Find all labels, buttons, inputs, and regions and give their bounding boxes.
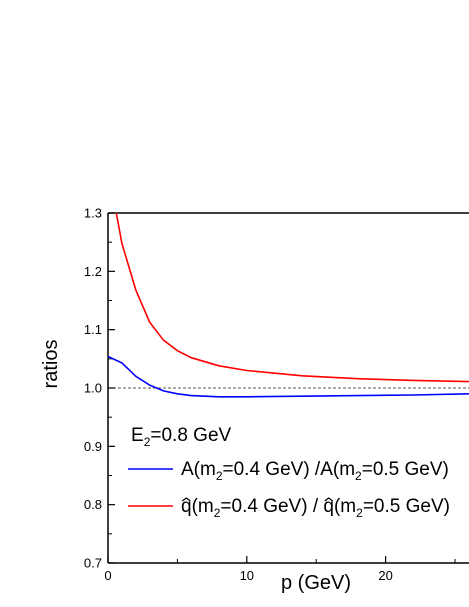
- series-line-blue: [107, 355, 469, 398]
- hat-accent: [181, 497, 191, 502]
- y-tick-label: 0.9: [84, 439, 102, 454]
- y-axis-title: ratios: [40, 340, 62, 389]
- x-tick-label: 0: [104, 568, 111, 583]
- y-tick-label: 1.3: [84, 206, 102, 221]
- legend-label-red: q(m2=0.4 GeV) / q(m2=0.5 GeV): [181, 496, 450, 520]
- series-lines: [107, 212, 469, 398]
- y-tick-label: 1.2: [84, 264, 102, 279]
- x-tick-label: 10: [240, 568, 254, 583]
- y-tick-label: 0.8: [84, 497, 102, 512]
- legend-label-blue: A(m2=0.4 GeV) /A(m2=0.5 GeV): [181, 459, 449, 483]
- y-tick-label: 0.7: [84, 556, 102, 571]
- x-axis-title: p (GeV): [281, 572, 351, 594]
- axes: 0.7 0.8 0.9 1.0 1.1 1.2 1.3 0 10 20: [84, 206, 469, 583]
- annotation-e2: E2=0.8 GeV: [131, 425, 232, 449]
- x-tick-label: 20: [378, 568, 392, 583]
- series-line-red: [115, 212, 469, 383]
- y-tick-label: 1.1: [84, 322, 102, 337]
- y-tick-label: 1.0: [84, 381, 102, 396]
- hat-accent: [324, 497, 334, 502]
- legend: E2=0.8 GeV A(m2=0.4 GeV) /A(m2=0.5 GeV) q(…: [128, 425, 450, 520]
